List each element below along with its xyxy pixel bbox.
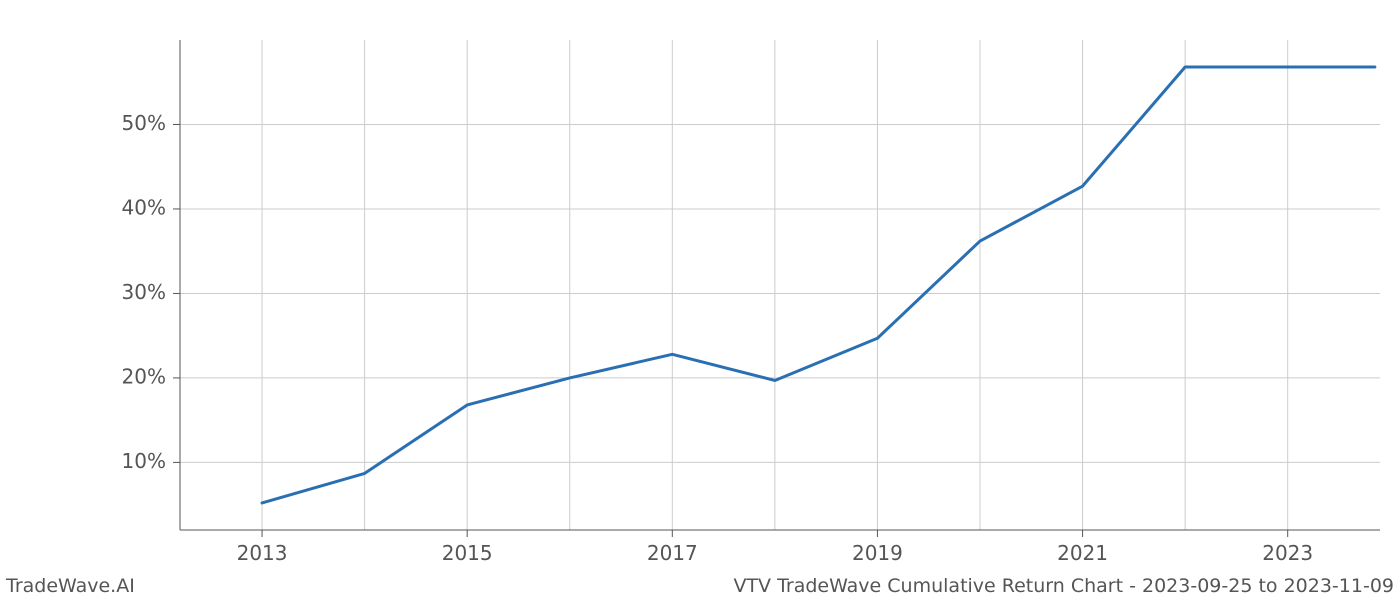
y-tick-label: 10% [122,449,166,473]
x-tick-label: 2021 [1057,541,1108,565]
chart-container: 10% 20% 30% 40% 50% 2013 2015 2017 2019 2021 2023 T… [0,0,1400,600]
x-tick-label: 2013 [237,541,288,565]
line-chart: 10% 20% 30% 40% 50% 2013 2015 2017 2019 2021 2023 T… [0,0,1400,600]
x-tick-label: 2023 [1262,541,1313,565]
y-tick-label: 30% [122,280,166,304]
x-tick-label: 2017 [647,541,698,565]
footer-left-label: TradeWave.AI [5,575,135,597]
y-tick-label: 40% [122,195,166,219]
y-tick-label: 50% [122,111,166,135]
footer-right-label: VTV TradeWave Cumulative Return Chart - … [733,575,1394,597]
x-tick-label: 2015 [442,541,493,565]
x-tick-label: 2019 [852,541,903,565]
y-tick-label: 20% [122,364,166,388]
